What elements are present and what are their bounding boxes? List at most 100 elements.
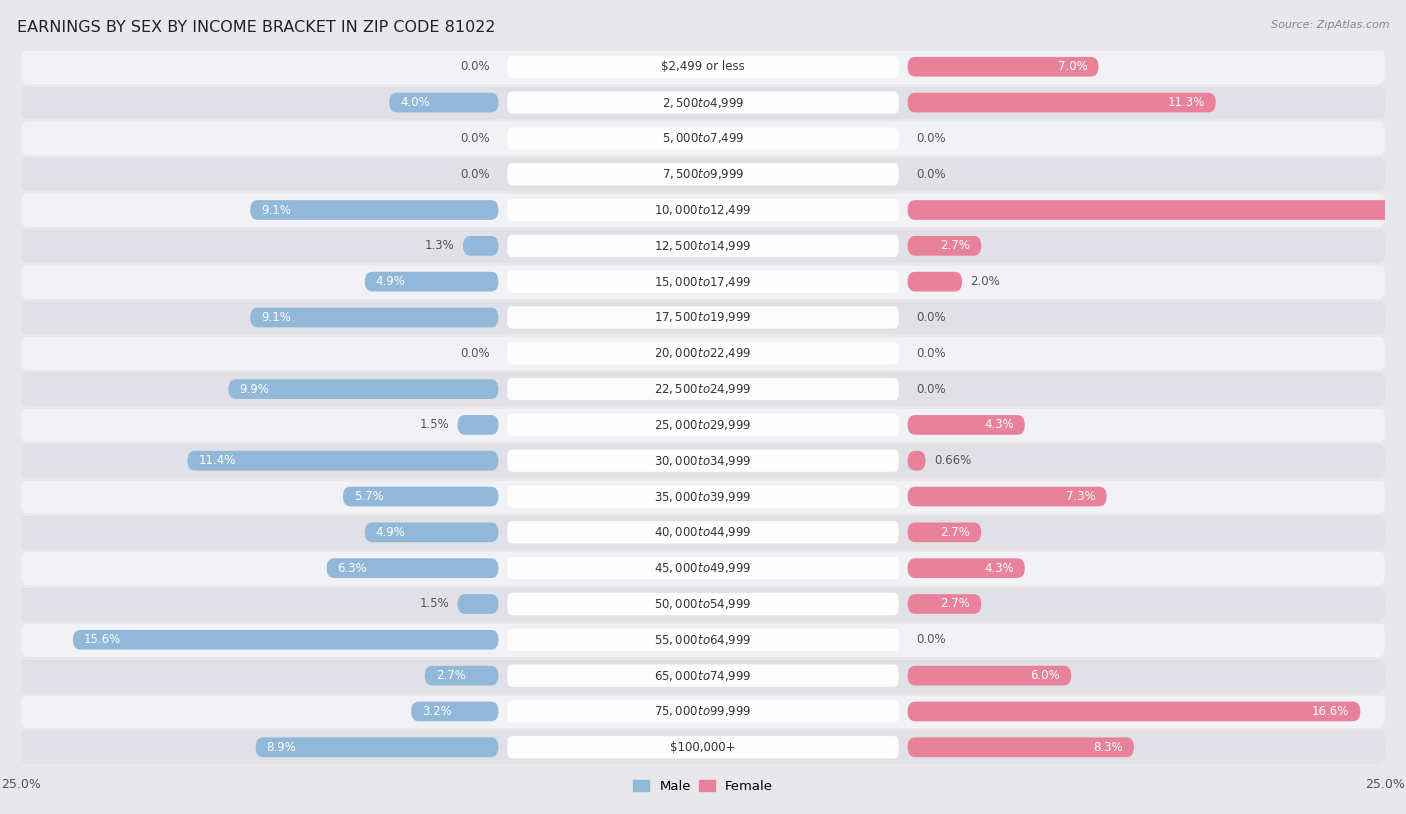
Text: $45,000 to $49,999: $45,000 to $49,999: [654, 561, 752, 575]
FancyBboxPatch shape: [21, 85, 1385, 120]
FancyBboxPatch shape: [250, 200, 499, 220]
Text: $65,000 to $74,999: $65,000 to $74,999: [654, 668, 752, 683]
FancyBboxPatch shape: [463, 236, 499, 256]
FancyBboxPatch shape: [21, 658, 1385, 694]
Text: 9.1%: 9.1%: [262, 204, 291, 217]
FancyBboxPatch shape: [508, 306, 898, 329]
Text: $100,000+: $100,000+: [671, 741, 735, 754]
FancyBboxPatch shape: [21, 586, 1385, 622]
FancyBboxPatch shape: [187, 451, 499, 470]
Text: 6.3%: 6.3%: [337, 562, 367, 575]
FancyBboxPatch shape: [21, 264, 1385, 300]
FancyBboxPatch shape: [21, 550, 1385, 586]
Text: 2.0%: 2.0%: [970, 275, 1000, 288]
Text: 4.9%: 4.9%: [375, 526, 405, 539]
FancyBboxPatch shape: [21, 49, 1385, 85]
Text: 7.0%: 7.0%: [1057, 60, 1088, 73]
Text: 5.7%: 5.7%: [354, 490, 384, 503]
FancyBboxPatch shape: [508, 127, 898, 150]
FancyBboxPatch shape: [508, 593, 898, 615]
FancyBboxPatch shape: [508, 485, 898, 508]
Text: 0.0%: 0.0%: [915, 132, 945, 145]
FancyBboxPatch shape: [508, 521, 898, 544]
FancyBboxPatch shape: [908, 666, 1071, 685]
Legend: Male, Female: Male, Female: [627, 774, 779, 798]
Text: 3.2%: 3.2%: [422, 705, 451, 718]
FancyBboxPatch shape: [250, 308, 499, 327]
Text: 2.7%: 2.7%: [941, 526, 970, 539]
FancyBboxPatch shape: [908, 272, 962, 291]
FancyBboxPatch shape: [411, 702, 499, 721]
Text: 1.5%: 1.5%: [419, 418, 450, 431]
FancyBboxPatch shape: [21, 729, 1385, 765]
Text: 11.4%: 11.4%: [198, 454, 236, 467]
FancyBboxPatch shape: [21, 228, 1385, 264]
Text: 7.3%: 7.3%: [1066, 490, 1095, 503]
FancyBboxPatch shape: [908, 558, 1025, 578]
FancyBboxPatch shape: [508, 414, 898, 436]
Text: 2.7%: 2.7%: [436, 669, 465, 682]
Text: 4.9%: 4.9%: [375, 275, 405, 288]
Text: $5,000 to $7,499: $5,000 to $7,499: [662, 131, 744, 146]
Text: 16.6%: 16.6%: [1312, 705, 1350, 718]
Text: $15,000 to $17,499: $15,000 to $17,499: [654, 274, 752, 289]
FancyBboxPatch shape: [508, 199, 898, 221]
Text: 0.0%: 0.0%: [461, 168, 491, 181]
FancyBboxPatch shape: [508, 449, 898, 472]
Text: 4.3%: 4.3%: [984, 562, 1014, 575]
FancyBboxPatch shape: [21, 371, 1385, 407]
Text: 8.3%: 8.3%: [1094, 741, 1123, 754]
Text: $17,500 to $19,999: $17,500 to $19,999: [654, 310, 752, 325]
FancyBboxPatch shape: [228, 379, 499, 399]
FancyBboxPatch shape: [389, 93, 499, 112]
Text: $10,000 to $12,499: $10,000 to $12,499: [654, 203, 752, 217]
FancyBboxPatch shape: [364, 272, 499, 291]
FancyBboxPatch shape: [21, 479, 1385, 514]
Text: 2.7%: 2.7%: [941, 239, 970, 252]
FancyBboxPatch shape: [457, 594, 499, 614]
FancyBboxPatch shape: [508, 270, 898, 293]
Text: $12,500 to $14,999: $12,500 to $14,999: [654, 239, 752, 253]
FancyBboxPatch shape: [21, 192, 1385, 228]
Text: 15.6%: 15.6%: [84, 633, 121, 646]
FancyBboxPatch shape: [908, 57, 1098, 77]
FancyBboxPatch shape: [21, 443, 1385, 479]
Text: 1.5%: 1.5%: [419, 597, 450, 610]
FancyBboxPatch shape: [256, 737, 499, 757]
Text: $75,000 to $99,999: $75,000 to $99,999: [654, 704, 752, 719]
FancyBboxPatch shape: [508, 378, 898, 400]
Text: $50,000 to $54,999: $50,000 to $54,999: [654, 597, 752, 611]
FancyBboxPatch shape: [508, 91, 898, 114]
FancyBboxPatch shape: [508, 55, 898, 78]
Text: 8.9%: 8.9%: [267, 741, 297, 754]
Text: EARNINGS BY SEX BY INCOME BRACKET IN ZIP CODE 81022: EARNINGS BY SEX BY INCOME BRACKET IN ZIP…: [17, 20, 495, 35]
FancyBboxPatch shape: [908, 737, 1135, 757]
Text: $40,000 to $44,999: $40,000 to $44,999: [654, 525, 752, 540]
FancyBboxPatch shape: [21, 407, 1385, 443]
Text: $30,000 to $34,999: $30,000 to $34,999: [654, 453, 752, 468]
FancyBboxPatch shape: [21, 694, 1385, 729]
Text: 2.7%: 2.7%: [941, 597, 970, 610]
FancyBboxPatch shape: [508, 736, 898, 759]
FancyBboxPatch shape: [908, 415, 1025, 435]
Text: 4.3%: 4.3%: [984, 418, 1014, 431]
Text: $2,500 to $4,999: $2,500 to $4,999: [662, 95, 744, 110]
Text: 6.0%: 6.0%: [1031, 669, 1060, 682]
Text: 0.0%: 0.0%: [915, 633, 945, 646]
FancyBboxPatch shape: [908, 523, 981, 542]
FancyBboxPatch shape: [425, 666, 499, 685]
FancyBboxPatch shape: [908, 487, 1107, 506]
FancyBboxPatch shape: [908, 200, 1406, 220]
Text: 9.9%: 9.9%: [239, 383, 269, 396]
FancyBboxPatch shape: [908, 236, 981, 256]
FancyBboxPatch shape: [908, 451, 925, 470]
Text: 0.0%: 0.0%: [461, 347, 491, 360]
Text: 11.3%: 11.3%: [1167, 96, 1205, 109]
FancyBboxPatch shape: [508, 163, 898, 186]
Text: 0.0%: 0.0%: [915, 311, 945, 324]
FancyBboxPatch shape: [21, 335, 1385, 371]
FancyBboxPatch shape: [508, 234, 898, 257]
FancyBboxPatch shape: [908, 93, 1216, 112]
FancyBboxPatch shape: [457, 415, 499, 435]
FancyBboxPatch shape: [908, 594, 981, 614]
